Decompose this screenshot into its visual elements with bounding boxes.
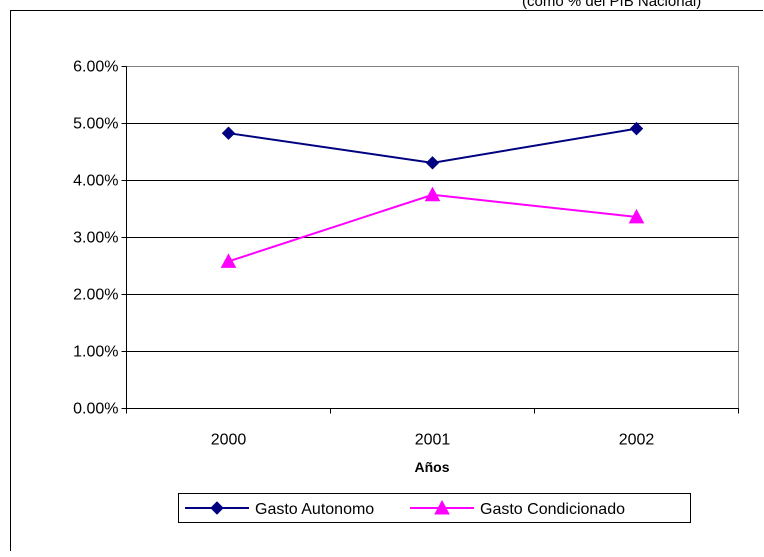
legend-marker (210, 501, 224, 515)
legend-label: Gasto Condicionado (480, 501, 625, 518)
data-point (220, 253, 237, 268)
y-tick-label: 4.00% (73, 173, 118, 190)
y-tick-label: 1.00% (73, 344, 118, 361)
x-axis-title: Años (415, 459, 450, 475)
y-tick-label: 6.00% (73, 59, 118, 76)
x-tick-label: 2002 (619, 432, 655, 449)
legend-item: Gasto Autonomo (185, 501, 374, 518)
legend-marker (434, 499, 450, 515)
y-tick-label: 2.00% (73, 287, 118, 304)
x-tick-label: 2001 (415, 432, 451, 449)
header-note: (como % del PIB Nacional) (522, 0, 701, 10)
y-tick-label: 0.00% (73, 401, 118, 418)
y-tick-label: 5.00% (73, 116, 118, 133)
x-axis: 2000 2001 2002 (126, 66, 739, 449)
data-point (628, 208, 645, 224)
data-point (424, 186, 441, 202)
series-line (228, 193, 637, 263)
series-layer (220, 121, 645, 268)
y-tick-label: 3.00% (73, 230, 118, 247)
series-2 (220, 186, 645, 268)
data-point (629, 121, 644, 136)
y-axis: 0.00% 1.00% 2.00% 3.00% 4.00% 5.00% 6.00% (73, 59, 127, 418)
legend-label: Gasto Autonomo (255, 501, 374, 518)
legend-item: Gasto Condicionado (410, 499, 625, 518)
chart-border (10, 10, 763, 551)
x-tick-label: 2000 (211, 432, 247, 449)
legend: Gasto Autonomo Gasto Condicionado (178, 493, 691, 523)
data-point (221, 126, 236, 140)
data-point (425, 156, 440, 170)
series-1 (221, 121, 644, 170)
